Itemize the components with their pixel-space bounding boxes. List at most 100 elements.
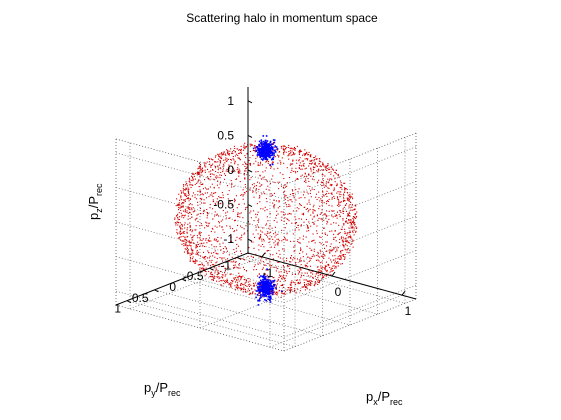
scatter-point-series-0 (213, 252, 215, 254)
scatter-point-series-0 (192, 173, 194, 175)
scatter-point-series-0 (189, 254, 191, 256)
scatter-point-series-0 (316, 279, 318, 281)
scatter-point-series-0 (356, 211, 358, 213)
scatter-point-series-0 (267, 185, 269, 187)
x-tick (331, 271, 336, 277)
scatter-point-series-0 (211, 164, 213, 166)
scatter-point-series-0 (308, 230, 310, 232)
scatter-point-series-0 (300, 269, 302, 271)
scatter-point-series-0 (259, 262, 261, 264)
scatter-point-series-0 (327, 163, 329, 165)
scatter-point-series-0 (190, 229, 192, 231)
scatter-point-series-1 (255, 149, 257, 152)
scatter-point-series-2 (260, 280, 263, 283)
scatter-point-series-0 (351, 221, 353, 223)
scatter-point-series-1 (269, 147, 271, 150)
scatter-point-series-0 (277, 279, 279, 281)
scatter-point-series-0 (243, 288, 245, 290)
scatter-point-series-0 (350, 243, 352, 246)
scatter-point-series-0 (313, 157, 315, 159)
scatter-point-series-0 (284, 186, 287, 188)
scatter-point-series-0 (214, 225, 216, 227)
scatter-point-series-0 (322, 274, 324, 276)
scatter-point-series-0 (233, 149, 235, 151)
scatter-point-series-0 (287, 218, 289, 221)
scatter-point-series-0 (349, 230, 351, 232)
scatter-point-series-0 (344, 233, 346, 235)
scatter-point-series-0 (340, 191, 342, 193)
scatter-point-series-0 (187, 253, 189, 255)
scatter-point-series-0 (216, 198, 218, 200)
scatter-point-series-0 (224, 269, 227, 271)
scatter-point-series-0 (221, 277, 224, 279)
scatter-point-series-0 (200, 232, 202, 234)
scatter-point-series-0 (283, 162, 285, 164)
scatter-point-series-0 (329, 252, 331, 254)
scatter-point-series-0 (277, 241, 279, 243)
scatter-point-series-0 (333, 175, 335, 177)
scatter-point-series-0 (300, 204, 302, 207)
scatter-point-series-0 (315, 193, 318, 195)
scatter-point-series-0 (263, 176, 265, 178)
scatter-point-series-1 (276, 148, 279, 150)
scatter-point-series-0 (178, 204, 180, 207)
scatter-point-series-0 (291, 273, 293, 275)
scatter-point-series-0 (244, 279, 246, 281)
scatter-point-series-0 (291, 169, 293, 171)
scatter-point-series-0 (174, 217, 176, 219)
scatter-point-series-0 (189, 198, 191, 201)
scatter-point-series-0 (283, 278, 285, 280)
scatter-point-series-0 (200, 223, 202, 225)
y-tick-label: 0.5 (132, 291, 149, 305)
scatter-point-series-0 (234, 150, 236, 153)
scatter-point-series-0 (342, 196, 345, 198)
scatter-point-series-0 (190, 184, 192, 186)
scatter-point-series-0 (284, 198, 286, 200)
scatter-point-series-2 (267, 293, 269, 295)
scatter-point-series-0 (209, 276, 211, 278)
scatter-point-series-1 (257, 147, 259, 150)
scatter-point-series-0 (324, 247, 326, 249)
scatter-point-series-0 (217, 236, 219, 239)
scatter-point-series-2 (271, 290, 273, 293)
scatter-point-series-0 (284, 194, 286, 196)
scatter-point-series-0 (336, 217, 338, 219)
scatter-point-series-0 (239, 237, 241, 239)
scatter-point-series-0 (244, 155, 246, 157)
scatter-point-series-0 (205, 237, 207, 240)
scatter-point-series-0 (333, 195, 335, 198)
scatter-point-series-0 (319, 213, 321, 215)
scatter-point-series-0 (288, 205, 290, 207)
scatter-point-series-1 (266, 154, 268, 156)
scatter-point-series-0 (199, 164, 202, 166)
scatter-point-series-0 (236, 229, 238, 231)
scatter-point-series-0 (216, 184, 218, 186)
scatter-point-series-0 (294, 148, 296, 150)
scatter-point-series-0 (260, 284, 262, 286)
scatter-point-series-0 (345, 240, 347, 242)
scatter-point-series-0 (297, 240, 299, 242)
scatter-point-series-0 (305, 279, 307, 281)
scatter-point-series-1 (265, 144, 267, 147)
scatter-point-series-0 (178, 193, 180, 195)
scatter-point-series-0 (192, 235, 194, 237)
scatter-point-series-0 (345, 210, 348, 212)
scatter-point-series-2 (260, 281, 263, 284)
scatter-point-series-0 (286, 185, 288, 187)
scatter-point-series-0 (347, 222, 349, 224)
scatter-point-series-2 (265, 280, 267, 283)
scatter-point-series-0 (292, 148, 294, 150)
scatter-point-series-0 (187, 190, 189, 192)
scatter-point-series-0 (208, 234, 210, 236)
scatter-point-series-0 (219, 161, 222, 163)
scatter-point-series-0 (184, 236, 186, 238)
scatter-point-series-0 (240, 283, 242, 285)
scatter-point-series-0 (236, 224, 239, 227)
scatter-point-series-0 (188, 244, 191, 246)
scatter-point-series-0 (352, 221, 354, 224)
scatter-point-series-0 (310, 155, 312, 157)
scatter-point-series-0 (348, 205, 350, 207)
scatter-point-series-0 (319, 249, 321, 251)
scatter-point-series-2 (266, 283, 269, 286)
scatter-point-series-0 (265, 223, 268, 225)
